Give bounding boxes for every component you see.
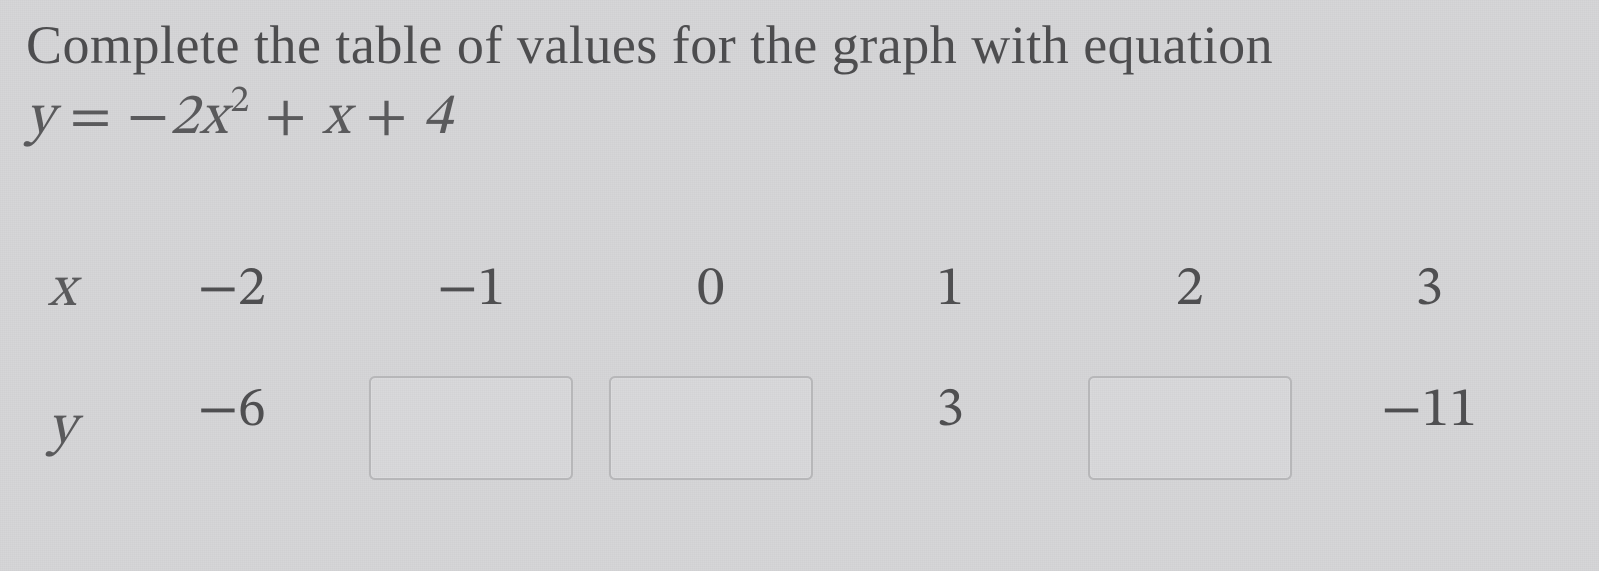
y-value-cell: −11 xyxy=(1310,376,1550,446)
answer-input[interactable] xyxy=(369,376,573,480)
x-cell: 1 xyxy=(831,255,1071,325)
y-row-label: y xyxy=(48,392,112,465)
x-cell: −2 xyxy=(112,255,352,325)
y-row: y −6 3 −11 xyxy=(48,373,1549,483)
y-value-cell: −6 xyxy=(112,376,352,446)
x-row-label: x xyxy=(48,254,112,327)
y-value-cell: 3 xyxy=(831,376,1071,446)
x-cell: −1 xyxy=(352,255,592,325)
x-cell: 3 xyxy=(1310,255,1550,325)
y-input-cell xyxy=(1070,376,1310,480)
x-cell: 2 xyxy=(1070,255,1310,325)
y-input-cell xyxy=(352,376,592,480)
x-row: x −2−10123 xyxy=(48,235,1549,345)
equation: y = −2x2 + x + 4 xyxy=(26,78,1579,155)
prompt-text: Complete the table of values for the gra… xyxy=(26,14,1579,76)
answer-input[interactable] xyxy=(1088,376,1292,480)
answer-input[interactable] xyxy=(609,376,813,480)
y-input-cell xyxy=(591,376,831,480)
x-cell: 0 xyxy=(591,255,831,325)
values-table: x −2−10123 y −63−11 xyxy=(26,235,1579,483)
